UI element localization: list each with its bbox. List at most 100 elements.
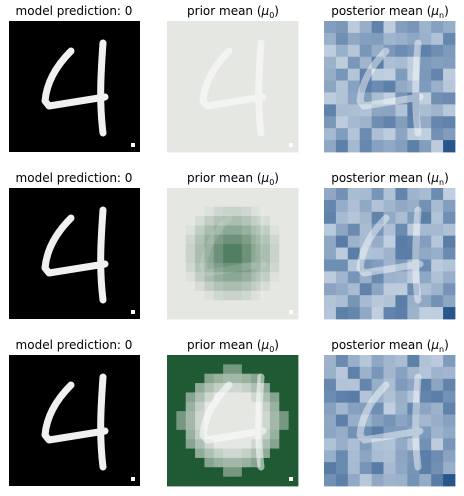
posterior-cell — [324, 44, 337, 58]
posterior-cell — [335, 414, 349, 427]
prior-cell — [185, 476, 196, 487]
posterior-cell — [383, 283, 396, 296]
posterior-cell — [335, 199, 349, 213]
prior-cell — [269, 355, 280, 365]
prior-cell — [223, 105, 233, 115]
prior-cell — [279, 142, 290, 153]
posterior-cell — [407, 21, 420, 34]
posterior-cell — [347, 21, 361, 34]
posterior-cell — [324, 402, 337, 415]
digit-overlay — [199, 206, 267, 304]
prior-cell — [167, 225, 177, 236]
prior-cell — [223, 262, 233, 273]
posterior-cell — [395, 44, 408, 58]
posterior-cell — [383, 355, 396, 368]
posterior-cell — [443, 426, 456, 439]
posterior-cell — [443, 271, 456, 284]
prior-cell — [176, 467, 187, 478]
digit-overlay — [199, 373, 267, 471]
prior-cell — [279, 309, 290, 320]
posterior-cell — [371, 56, 384, 70]
prior-cell — [279, 244, 290, 254]
prior-cell — [251, 197, 261, 208]
prior-cell — [176, 197, 187, 208]
posterior-cell — [419, 104, 432, 117]
posterior-cell — [395, 438, 408, 451]
posterior-cell — [324, 450, 337, 463]
prior-cell — [204, 188, 215, 198]
posterior-cell — [371, 355, 384, 368]
prior-cell — [213, 30, 224, 41]
posterior-cell — [324, 462, 337, 475]
prior-cell — [213, 21, 224, 31]
posterior-cell — [335, 223, 349, 237]
prior-cell — [251, 133, 261, 144]
prior-cell — [223, 364, 233, 375]
prior-cell — [232, 123, 243, 134]
posterior-cell — [371, 21, 384, 34]
posterior-cell — [371, 235, 384, 248]
prior-cell — [195, 262, 205, 273]
panel-title-r2-posterior: posterior mean (μn) — [331, 171, 449, 187]
prior-cell — [279, 95, 290, 106]
prior-cell — [279, 114, 290, 125]
prior-cell — [241, 281, 252, 292]
prior-cell — [260, 272, 271, 282]
prior-cell — [204, 364, 215, 375]
prior-cell — [185, 225, 196, 236]
posterior-cell — [347, 44, 361, 58]
prior-cell — [204, 105, 215, 115]
posterior-cell — [347, 462, 361, 475]
posterior-cell — [383, 140, 396, 153]
prior-cell — [167, 411, 177, 421]
prior-cell — [204, 392, 215, 403]
prior-cell — [241, 355, 252, 365]
prior-cell — [195, 142, 205, 153]
prior-cell — [167, 300, 177, 311]
prior-cell — [260, 197, 271, 208]
prior-cell — [232, 383, 243, 393]
prior-cell — [213, 244, 224, 254]
prior-cell — [241, 188, 252, 198]
prior-cell — [241, 21, 252, 31]
prior-cell — [260, 21, 271, 31]
prior-cell — [288, 383, 299, 393]
posterior-cell — [395, 92, 408, 105]
prior-cell — [204, 467, 215, 478]
prior-cell — [232, 253, 243, 264]
posterior-cell — [443, 307, 456, 320]
prior-cell — [269, 429, 280, 440]
posterior-cell — [431, 366, 444, 380]
prior-cell — [232, 206, 243, 217]
posterior-cell — [383, 188, 396, 201]
posterior-cell — [383, 307, 396, 320]
prior-cell — [269, 309, 280, 320]
posterior-cell — [395, 295, 408, 308]
posterior-cell — [324, 92, 337, 105]
prior-cell — [232, 392, 243, 403]
prior-cell — [260, 39, 271, 50]
prior-cell — [195, 30, 205, 41]
prior-cell — [185, 133, 196, 144]
prior-cell — [269, 300, 280, 311]
posterior-cell — [407, 450, 420, 463]
prior-cell — [241, 225, 252, 236]
prior-cell — [288, 373, 299, 384]
prior-cell — [185, 123, 196, 134]
prior-cell — [269, 114, 280, 125]
posterior-cell — [395, 366, 408, 380]
prior-cell — [185, 429, 196, 440]
posterior-cell — [347, 450, 361, 463]
prior-cell — [176, 105, 187, 115]
prior-cell — [223, 476, 233, 487]
prior-cell — [223, 439, 233, 449]
posterior-cell — [395, 283, 408, 296]
prior-cell — [204, 206, 215, 217]
prior-cell — [185, 383, 196, 393]
prior-cell — [269, 216, 280, 226]
prior-cell — [288, 355, 299, 365]
digit-background — [9, 355, 140, 486]
prior-cell — [288, 253, 299, 264]
prior-cell — [185, 58, 196, 69]
posterior-cell — [371, 402, 384, 415]
